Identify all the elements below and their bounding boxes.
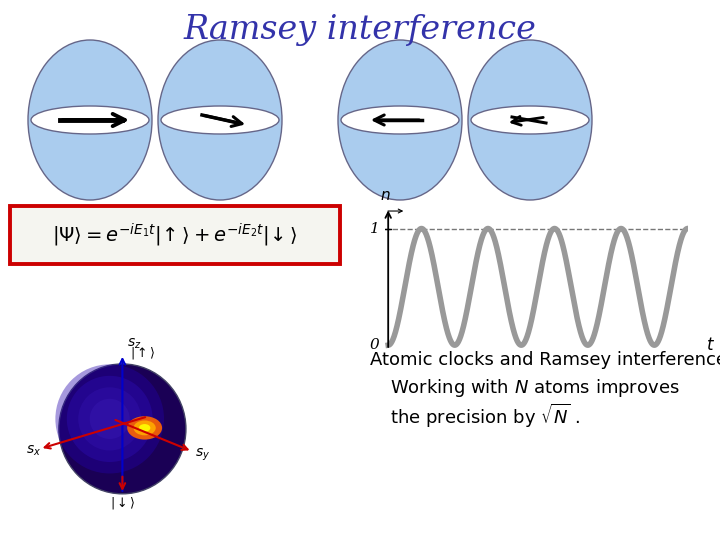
Ellipse shape xyxy=(158,40,282,200)
FancyBboxPatch shape xyxy=(10,206,340,264)
Text: $|\Psi\rangle = e^{-iE_1 t}|\!\uparrow\rangle + e^{-iE_2 t}|\!\downarrow\rangle$: $|\Psi\rangle = e^{-iE_1 t}|\!\uparrow\r… xyxy=(52,221,298,248)
Ellipse shape xyxy=(28,40,152,200)
Text: the precision by $\sqrt{N}$ .: the precision by $\sqrt{N}$ . xyxy=(390,402,580,430)
Text: $s_x$: $s_x$ xyxy=(26,444,41,458)
Ellipse shape xyxy=(127,416,162,440)
Text: Atomic clocks and Ramsey interference:: Atomic clocks and Ramsey interference: xyxy=(370,351,720,369)
Text: 0: 0 xyxy=(369,338,379,352)
Text: $n$: $n$ xyxy=(380,189,390,203)
Ellipse shape xyxy=(338,40,462,200)
Ellipse shape xyxy=(90,399,130,439)
Ellipse shape xyxy=(341,106,459,134)
Ellipse shape xyxy=(78,387,141,450)
Ellipse shape xyxy=(59,364,186,494)
Text: Working with $N$ atoms improves: Working with $N$ atoms improves xyxy=(390,377,680,399)
Text: 1: 1 xyxy=(369,221,379,235)
Ellipse shape xyxy=(55,364,164,474)
Text: Ramsey interference: Ramsey interference xyxy=(184,14,536,46)
Ellipse shape xyxy=(139,424,150,431)
Ellipse shape xyxy=(471,106,589,134)
Ellipse shape xyxy=(133,421,156,435)
Text: $s_y$: $s_y$ xyxy=(195,447,210,463)
Ellipse shape xyxy=(468,40,592,200)
Ellipse shape xyxy=(67,376,153,462)
Text: $t$: $t$ xyxy=(706,336,714,354)
Text: $|\uparrow\rangle$: $|\uparrow\rangle$ xyxy=(130,345,156,361)
Ellipse shape xyxy=(161,106,279,134)
Text: $|\downarrow\rangle$: $|\downarrow\rangle$ xyxy=(109,495,135,511)
Text: $s_z$: $s_z$ xyxy=(127,336,142,351)
Ellipse shape xyxy=(31,106,149,134)
